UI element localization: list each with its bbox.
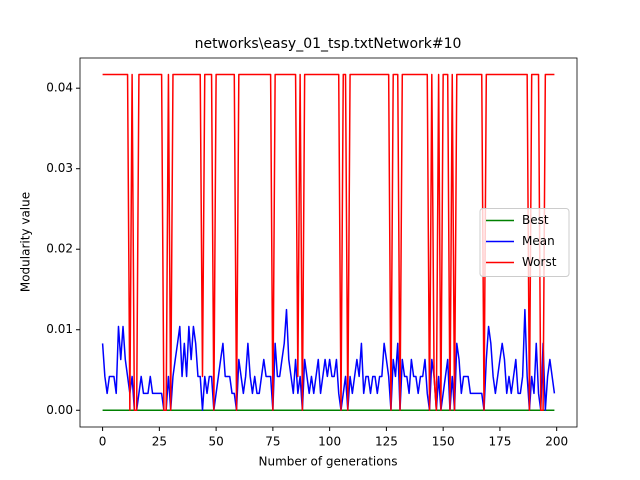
- plot-frame: [79, 57, 578, 428]
- x-tick-label: 125: [375, 435, 398, 449]
- line-series: [101, 308, 556, 411]
- legend-label: Best: [522, 213, 549, 227]
- x-tick-label: 200: [545, 435, 568, 449]
- x-tick-label: 25: [152, 435, 167, 449]
- chart-title: networks\easy_01_tsp.txtNetwork#10: [195, 36, 462, 52]
- x-tick-label: 100: [318, 435, 341, 449]
- y-tick-label: 0.02: [46, 242, 73, 256]
- x-tick-label: 50: [208, 435, 223, 449]
- y-tick-label: 0.03: [46, 161, 73, 175]
- legend-box: [479, 208, 570, 277]
- y-tick-label: 0.01: [46, 322, 73, 336]
- x-tick-label: 75: [265, 435, 280, 449]
- x-axis-label: Number of generations: [259, 455, 398, 469]
- x-tick-label: 0: [99, 435, 107, 449]
- x-tick-label: 150: [432, 435, 455, 449]
- legend-label: Mean: [522, 234, 555, 248]
- legend: Best Mean Worst: [479, 208, 570, 277]
- legend-label: Worst: [522, 255, 557, 269]
- line-series: [102, 73, 555, 411]
- y-axis-label: Modularity value: [19, 192, 33, 292]
- x-tick-label: 175: [488, 435, 511, 449]
- y-tick-label: 0.00: [46, 403, 73, 417]
- y-tick-label: 0.04: [46, 81, 73, 95]
